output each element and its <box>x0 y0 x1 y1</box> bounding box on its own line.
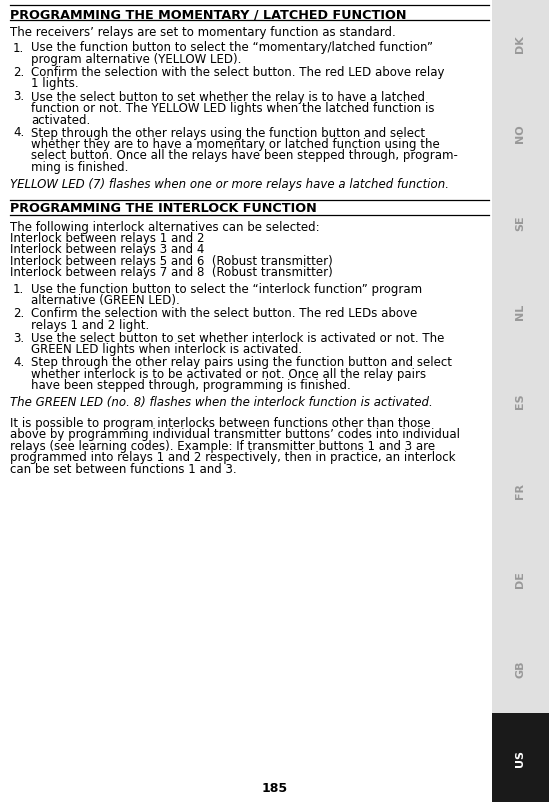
Text: can be set between functions 1 and 3.: can be set between functions 1 and 3. <box>10 463 237 476</box>
Text: alternative (GREEN LED).: alternative (GREEN LED). <box>31 294 180 307</box>
Bar <box>492 0 549 89</box>
Text: 2.: 2. <box>13 307 24 320</box>
Text: NO: NO <box>516 124 525 143</box>
Text: Confirm the selection with the select button. The red LEDs above: Confirm the selection with the select bu… <box>31 307 417 320</box>
Text: have been stepped through, programming is finished.: have been stepped through, programming i… <box>31 379 351 392</box>
Text: GB: GB <box>516 659 525 677</box>
Bar <box>492 535 549 624</box>
Text: 1.: 1. <box>13 282 24 296</box>
Bar <box>492 446 549 535</box>
Bar <box>492 178 549 267</box>
Text: US: US <box>516 749 525 766</box>
Text: activated.: activated. <box>31 113 90 127</box>
Text: PROGRAMMING THE INTERLOCK FUNCTION: PROGRAMMING THE INTERLOCK FUNCTION <box>10 202 317 215</box>
Text: GREEN LED lights when interlock is activated.: GREEN LED lights when interlock is activ… <box>31 343 302 356</box>
Text: 185: 185 <box>262 781 288 794</box>
Text: Use the select button to set whether interlock is activated or not. The: Use the select button to set whether int… <box>31 331 444 345</box>
Text: DK: DK <box>516 36 525 54</box>
Bar <box>492 89 549 178</box>
Text: program alternative (YELLOW LED).: program alternative (YELLOW LED). <box>31 53 242 66</box>
Text: NL: NL <box>516 304 525 320</box>
Text: ming is finished.: ming is finished. <box>31 160 128 174</box>
Text: PROGRAMMING THE MOMENTARY / LATCHED FUNCTION: PROGRAMMING THE MOMENTARY / LATCHED FUNC… <box>10 8 406 21</box>
Text: 1.: 1. <box>13 42 24 55</box>
Bar <box>492 624 549 713</box>
Text: Step through the other relays using the function button and select: Step through the other relays using the … <box>31 127 425 140</box>
Text: Use the select button to set whether the relay is to have a latched: Use the select button to set whether the… <box>31 91 425 103</box>
Text: 3.: 3. <box>13 331 24 345</box>
Text: It is possible to program interlocks between functions other than those: It is possible to program interlocks bet… <box>10 416 430 429</box>
Text: programmed into relays 1 and 2 respectively, then in practice, an interlock: programmed into relays 1 and 2 respectiv… <box>10 451 456 464</box>
Text: Interlock between relays 7 and 8  (Robust transmitter): Interlock between relays 7 and 8 (Robust… <box>10 266 333 279</box>
Text: relays 1 and 2 light.: relays 1 and 2 light. <box>31 318 149 331</box>
Text: 4.: 4. <box>13 356 24 369</box>
Text: The GREEN LED (no. 8) flashes when the interlock function is activated.: The GREEN LED (no. 8) flashes when the i… <box>10 396 433 409</box>
Text: ES: ES <box>516 393 525 409</box>
Text: Interlock between relays 5 and 6  (Robust transmitter): Interlock between relays 5 and 6 (Robust… <box>10 255 333 268</box>
Bar <box>492 356 549 446</box>
Text: Interlock between relays 3 and 4: Interlock between relays 3 and 4 <box>10 243 204 256</box>
Text: The receivers’ relays are set to momentary function as standard.: The receivers’ relays are set to momenta… <box>10 26 396 39</box>
Text: whether they are to have a momentary or latched function using the: whether they are to have a momentary or … <box>31 138 440 151</box>
Text: 1 lights.: 1 lights. <box>31 78 79 91</box>
Text: whether interlock is to be activated or not. Once all the relay pairs: whether interlock is to be activated or … <box>31 367 426 380</box>
Text: 3.: 3. <box>13 91 24 103</box>
Text: 4.: 4. <box>13 127 24 140</box>
Bar <box>492 713 549 802</box>
Text: select button. Once all the relays have been stepped through, program-: select button. Once all the relays have … <box>31 149 458 162</box>
Text: SE: SE <box>516 215 525 231</box>
Text: Step through the other relay pairs using the function button and select: Step through the other relay pairs using… <box>31 356 452 369</box>
Text: relays (see learning codes). Example: If transmitter buttons 1 and 3 are: relays (see learning codes). Example: If… <box>10 439 435 452</box>
Text: Use the function button to select the “momentary/latched function”: Use the function button to select the “m… <box>31 42 433 55</box>
Text: function or not. The YELLOW LED lights when the latched function is: function or not. The YELLOW LED lights w… <box>31 102 434 115</box>
Text: DE: DE <box>516 571 525 588</box>
Text: YELLOW LED (7) flashes when one or more relays have a latched function.: YELLOW LED (7) flashes when one or more … <box>10 178 449 191</box>
Text: above by programming individual transmitter buttons’ codes into individual: above by programming individual transmit… <box>10 428 460 441</box>
Text: FR: FR <box>516 482 525 498</box>
Text: 2.: 2. <box>13 66 24 79</box>
Text: Interlock between relays 1 and 2: Interlock between relays 1 and 2 <box>10 232 204 245</box>
Text: Confirm the selection with the select button. The red LED above relay: Confirm the selection with the select bu… <box>31 66 445 79</box>
Text: Use the function button to select the “interlock function” program: Use the function button to select the “i… <box>31 282 422 296</box>
Text: The following interlock alternatives can be selected:: The following interlock alternatives can… <box>10 221 320 233</box>
Bar <box>492 267 549 356</box>
